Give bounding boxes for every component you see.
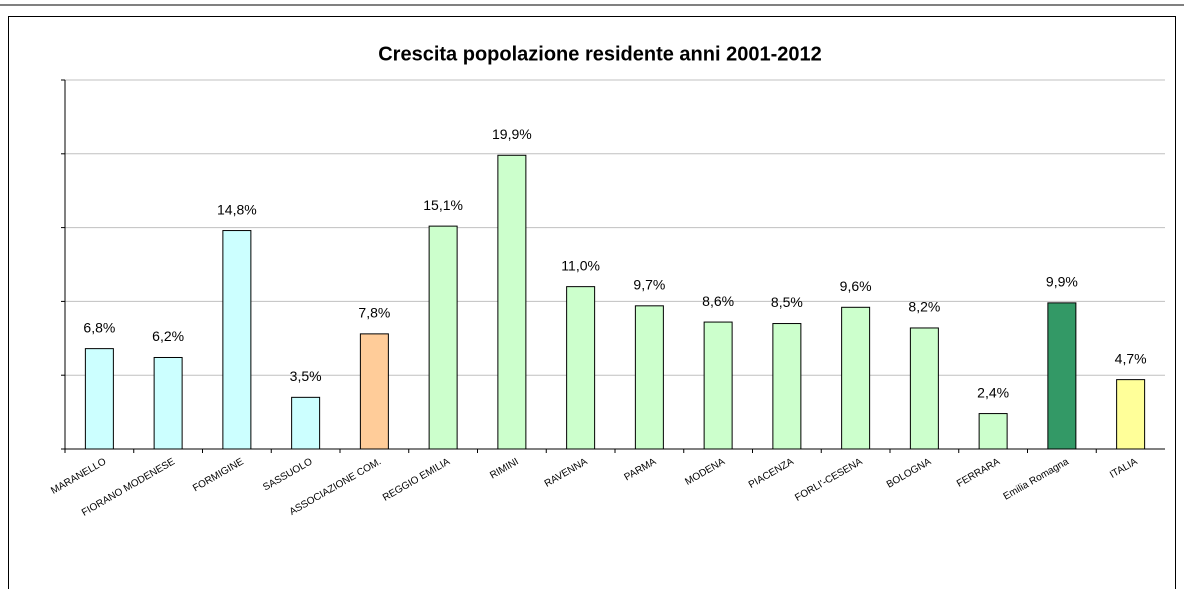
- bar: [1047, 302, 1077, 450]
- value-label: 11,0%: [561, 257, 600, 273]
- x-tick-label: BOLOGNA: [885, 456, 934, 490]
- x-tick-label: ITALIA: [1108, 456, 1140, 481]
- value-label: 9,6%: [840, 278, 872, 294]
- chart-frame: [8, 16, 1176, 589]
- value-label: 2,4%: [977, 384, 1009, 400]
- bar: [703, 321, 733, 450]
- bar: [222, 230, 252, 450]
- bar: [497, 154, 527, 450]
- value-label: 14,8%: [217, 201, 257, 217]
- bar: [359, 333, 389, 450]
- x-tick-label: RIMINI: [488, 456, 520, 481]
- value-label: 7,8%: [358, 305, 390, 321]
- bar: [772, 323, 802, 450]
- x-tick-label: PIACENZA: [747, 456, 796, 491]
- value-label: 9,9%: [1046, 274, 1078, 290]
- value-label: 6,8%: [83, 319, 115, 335]
- bar: [1116, 379, 1146, 450]
- x-tick-label: MARANELLO: [49, 456, 108, 496]
- bar: [978, 413, 1008, 450]
- bar: [909, 327, 939, 450]
- bar: [153, 356, 183, 450]
- value-label: 9,7%: [633, 277, 665, 293]
- value-label: 15,1%: [423, 197, 463, 213]
- value-label: 19,9%: [492, 126, 532, 142]
- x-tick-label: RAVENNA: [543, 456, 590, 489]
- x-tick-label: FORLI'-CESENA: [793, 456, 864, 504]
- value-label: 4,7%: [1115, 350, 1147, 366]
- bar: [841, 306, 871, 450]
- x-tick-label: REGGIO EMILIA: [381, 456, 452, 503]
- x-tick-label: SASSUOLO: [261, 456, 314, 493]
- x-tick-label: FORMIGINE: [191, 456, 246, 494]
- bar: [84, 348, 114, 450]
- value-label: 8,5%: [771, 294, 803, 310]
- x-tick-label: Emilia Romagna: [1002, 456, 1071, 502]
- bar: [566, 286, 596, 450]
- x-tick-label: FERRARA: [955, 456, 1002, 490]
- bar: [291, 396, 321, 450]
- bar: [634, 305, 664, 450]
- value-label: 6,2%: [152, 328, 184, 344]
- chart-title: Crescita popolazione residente anni 2001…: [378, 43, 822, 65]
- value-label: 8,2%: [908, 299, 940, 315]
- value-label: 3,5%: [290, 368, 322, 384]
- bar: [428, 225, 458, 450]
- value-label: 8,6%: [702, 293, 734, 309]
- x-tick-label: MODENA: [683, 456, 727, 488]
- x-tick-label: PARMA: [623, 456, 659, 483]
